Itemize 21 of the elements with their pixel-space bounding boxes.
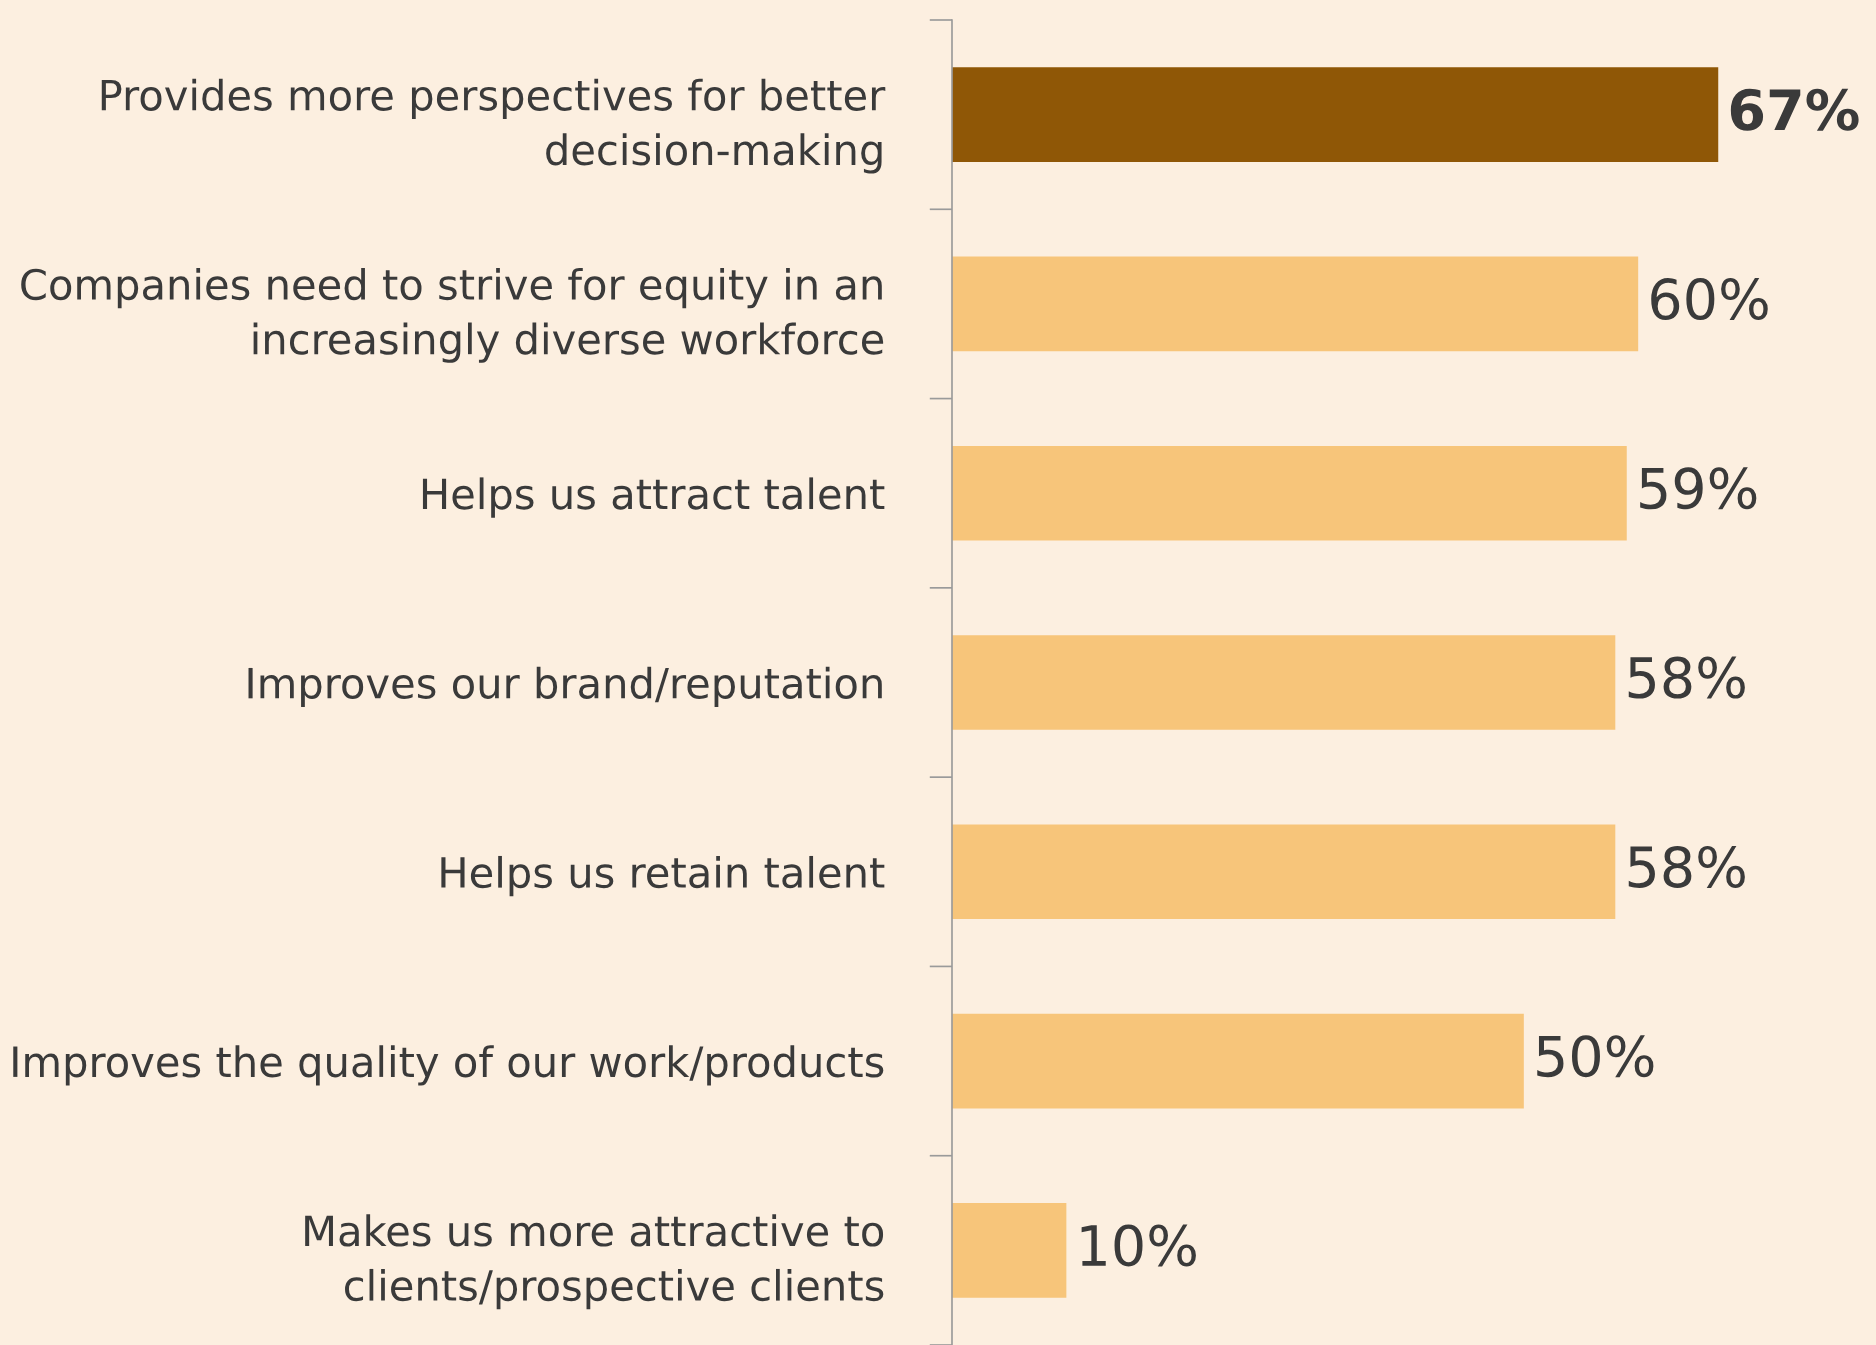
data-label: 58%: [1628, 845, 1745, 888]
y-tick-label: Improves our brand/reputation: [248, 666, 882, 707]
data-label: 60%: [1651, 278, 1768, 321]
data-label: 50%: [1537, 1035, 1654, 1078]
bar: [952, 824, 1616, 920]
bar: [952, 1013, 1524, 1109]
bar: [952, 445, 1627, 541]
bar: [952, 635, 1616, 730]
y-tick-label: Makes us more attractive to clients/prospective clients: [305, 1214, 884, 1310]
y-tick-label: Helps us retain talent: [441, 855, 885, 897]
data-label: 58%: [1628, 656, 1745, 699]
bar: [952, 256, 1639, 352]
data-label: 59%: [1640, 467, 1757, 510]
data-label: 10%: [1081, 1224, 1196, 1267]
y-tick-label: Improves the quality of our work/products: [13, 1045, 884, 1086]
bar: [952, 1203, 1067, 1298]
y-tick-label: Provides more perspectives for better decision-making: [101, 78, 886, 174]
bar: [952, 67, 1719, 162]
y-tick-label: Companies need to strive for equity in an increasingly diverse workforce: [21, 267, 884, 363]
y-tick-label: Helps us attract talent: [422, 477, 885, 518]
data-label: 67%: [1730, 88, 1859, 131]
